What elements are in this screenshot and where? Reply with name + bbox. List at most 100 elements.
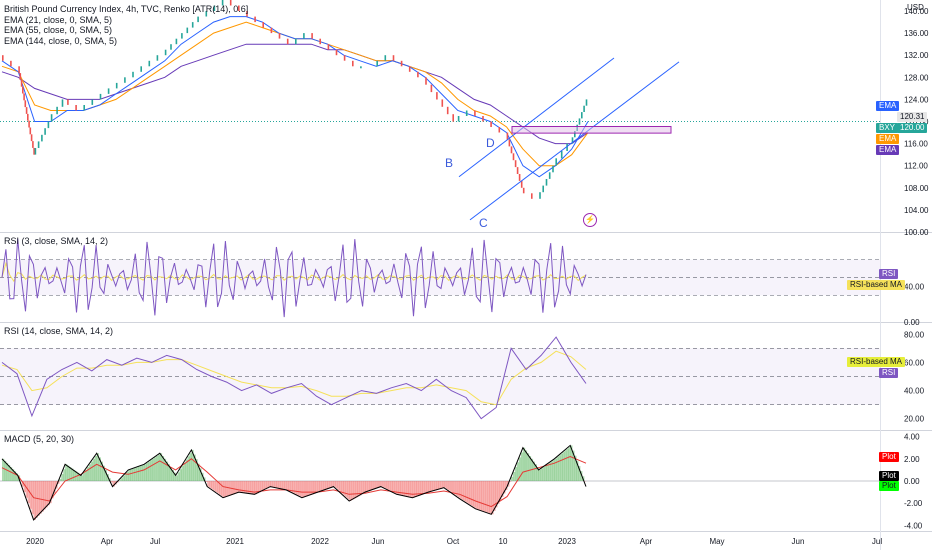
macd-histogram-bar	[294, 481, 297, 494]
macd-histogram-bar	[165, 461, 169, 481]
macd-histogram-bar	[572, 450, 575, 481]
macd-histogram-bar	[347, 481, 350, 500]
macd-histogram-bar	[430, 481, 433, 492]
macd-histogram-bar	[219, 481, 222, 495]
macd-histogram-bar	[195, 459, 198, 481]
renko-brick	[254, 16, 256, 23]
macd-histogram-bar	[443, 481, 447, 488]
macd-histogram-bar	[189, 453, 192, 481]
main-legend: British Pound Currency Index, 4h, TVC, R…	[4, 4, 248, 46]
last-price-gray-tag: 120.31	[897, 112, 928, 122]
macd-histogram-bar	[177, 472, 180, 482]
macd-histogram-bar	[489, 481, 492, 514]
renko-brick	[20, 79, 23, 87]
ema55-price-tag: EMA	[876, 134, 900, 144]
macd-histogram-bar	[532, 461, 535, 481]
currency-label[interactable]: USD	[907, 3, 924, 12]
lightning-event-icon[interactable]: ⚡	[583, 213, 597, 227]
renko-brick	[516, 167, 519, 174]
macd-histogram-bar	[159, 453, 163, 481]
macd-histogram-bar	[386, 481, 389, 490]
macd-histogram-bar	[94, 456, 97, 481]
macd-histogram-bar	[390, 481, 393, 492]
renko-brick	[539, 192, 541, 199]
macd-histogram-bar	[2, 458, 5, 481]
renko-brick	[107, 88, 110, 94]
rsi14-ma-line	[1, 350, 587, 406]
macd-histogram-bar	[311, 481, 315, 495]
macd-histogram-bar	[327, 481, 330, 489]
macd-histogram-bar	[5, 462, 9, 481]
macd-histogram-bar	[169, 467, 172, 481]
ema144-legend[interactable]: EMA (144, close, 0, SMA, 5)	[4, 35, 118, 46]
macd-histogram-bar	[319, 481, 322, 492]
renko-brick	[238, 5, 240, 11]
renko-brick	[376, 60, 378, 67]
macd-histogram-bar	[126, 472, 129, 481]
renko-brick	[2, 55, 4, 61]
rsi3-legend[interactable]: RSI (3, close, SMA, 14, 2)	[4, 236, 109, 246]
macd-histogram-bar	[307, 481, 311, 496]
macd-histogram-bar	[80, 475, 84, 481]
renko-brick	[148, 60, 151, 67]
macd-histogram-bar	[118, 480, 121, 481]
macd-histogram-bar	[88, 464, 92, 481]
renko-brick	[205, 11, 208, 17]
macd-histogram-bar	[268, 481, 271, 488]
renko-brick	[311, 33, 313, 39]
macd-histogram-bar	[341, 481, 344, 494]
macd-histogram-bar	[92, 458, 96, 481]
y-tick-label: 40.00	[904, 282, 925, 291]
macd-histogram-bar	[122, 476, 125, 481]
ema55-legend[interactable]: EMA (55, close, 0, SMA, 5)	[4, 25, 113, 35]
macd-histogram-bar	[73, 469, 76, 481]
renko-brick	[262, 22, 264, 28]
y-tick-label: 136.00	[904, 29, 929, 38]
renko-brick	[441, 99, 444, 107]
macd-legend[interactable]: MACD (5, 20, 30)	[4, 434, 75, 444]
macd-histogram-bar	[436, 481, 439, 490]
ema21-legend[interactable]: EMA (21, close, 0, SMA, 5)	[4, 14, 113, 25]
macd-histogram-bar	[136, 467, 139, 481]
renko-brick	[270, 27, 273, 34]
rsi14-legend[interactable]: RSI (14, close, SMA, 14, 2)	[4, 326, 114, 336]
renko-brick	[384, 55, 387, 61]
macd-histogram-bar	[183, 462, 186, 481]
renko-brick	[246, 11, 248, 17]
macd-histogram-bar	[317, 481, 320, 493]
macd-histogram-bar	[167, 464, 170, 481]
renko-brick	[482, 116, 484, 122]
macd-histogram-bar	[252, 481, 255, 495]
x-tick-label: 2020	[26, 537, 44, 546]
macd-histogram-bar	[477, 481, 480, 510]
macd-histogram-bar	[515, 467, 518, 481]
macd-histogram-bar	[146, 462, 149, 481]
renko-brick	[10, 60, 12, 67]
macd-histogram-bar	[357, 481, 360, 497]
macd-histogram-bar	[467, 481, 470, 504]
macd-histogram-bar	[440, 481, 443, 489]
macd-histogram-bar	[499, 481, 502, 501]
macd-plot-black-tag: Plot	[879, 471, 899, 481]
rsi14-line	[1, 336, 587, 420]
symbol-title[interactable]: British Pound Currency Index, 4h, TVC, R…	[4, 4, 249, 14]
macd-histogram-bar	[501, 481, 504, 497]
macd-histogram-bar	[315, 481, 318, 493]
macd-histogram-bar	[538, 469, 541, 481]
macd-histogram-bar	[86, 467, 90, 481]
macd-histogram-bar	[451, 481, 455, 494]
macd-histogram-bar	[230, 481, 234, 495]
macd-histogram-bar	[428, 481, 431, 493]
channel-lower-line	[469, 61, 680, 221]
renko-brick	[61, 99, 64, 107]
macd-histogram-bar	[100, 461, 103, 481]
renko-brick	[229, 0, 232, 6]
renko-brick	[140, 66, 142, 72]
wave-label-b: B	[445, 156, 454, 170]
renko-brick	[417, 71, 419, 78]
macd-histogram-bar	[576, 460, 579, 481]
macd-histogram-bar	[124, 474, 127, 481]
macd-histogram-bar	[217, 481, 220, 494]
macd-histogram-bar	[370, 481, 374, 490]
